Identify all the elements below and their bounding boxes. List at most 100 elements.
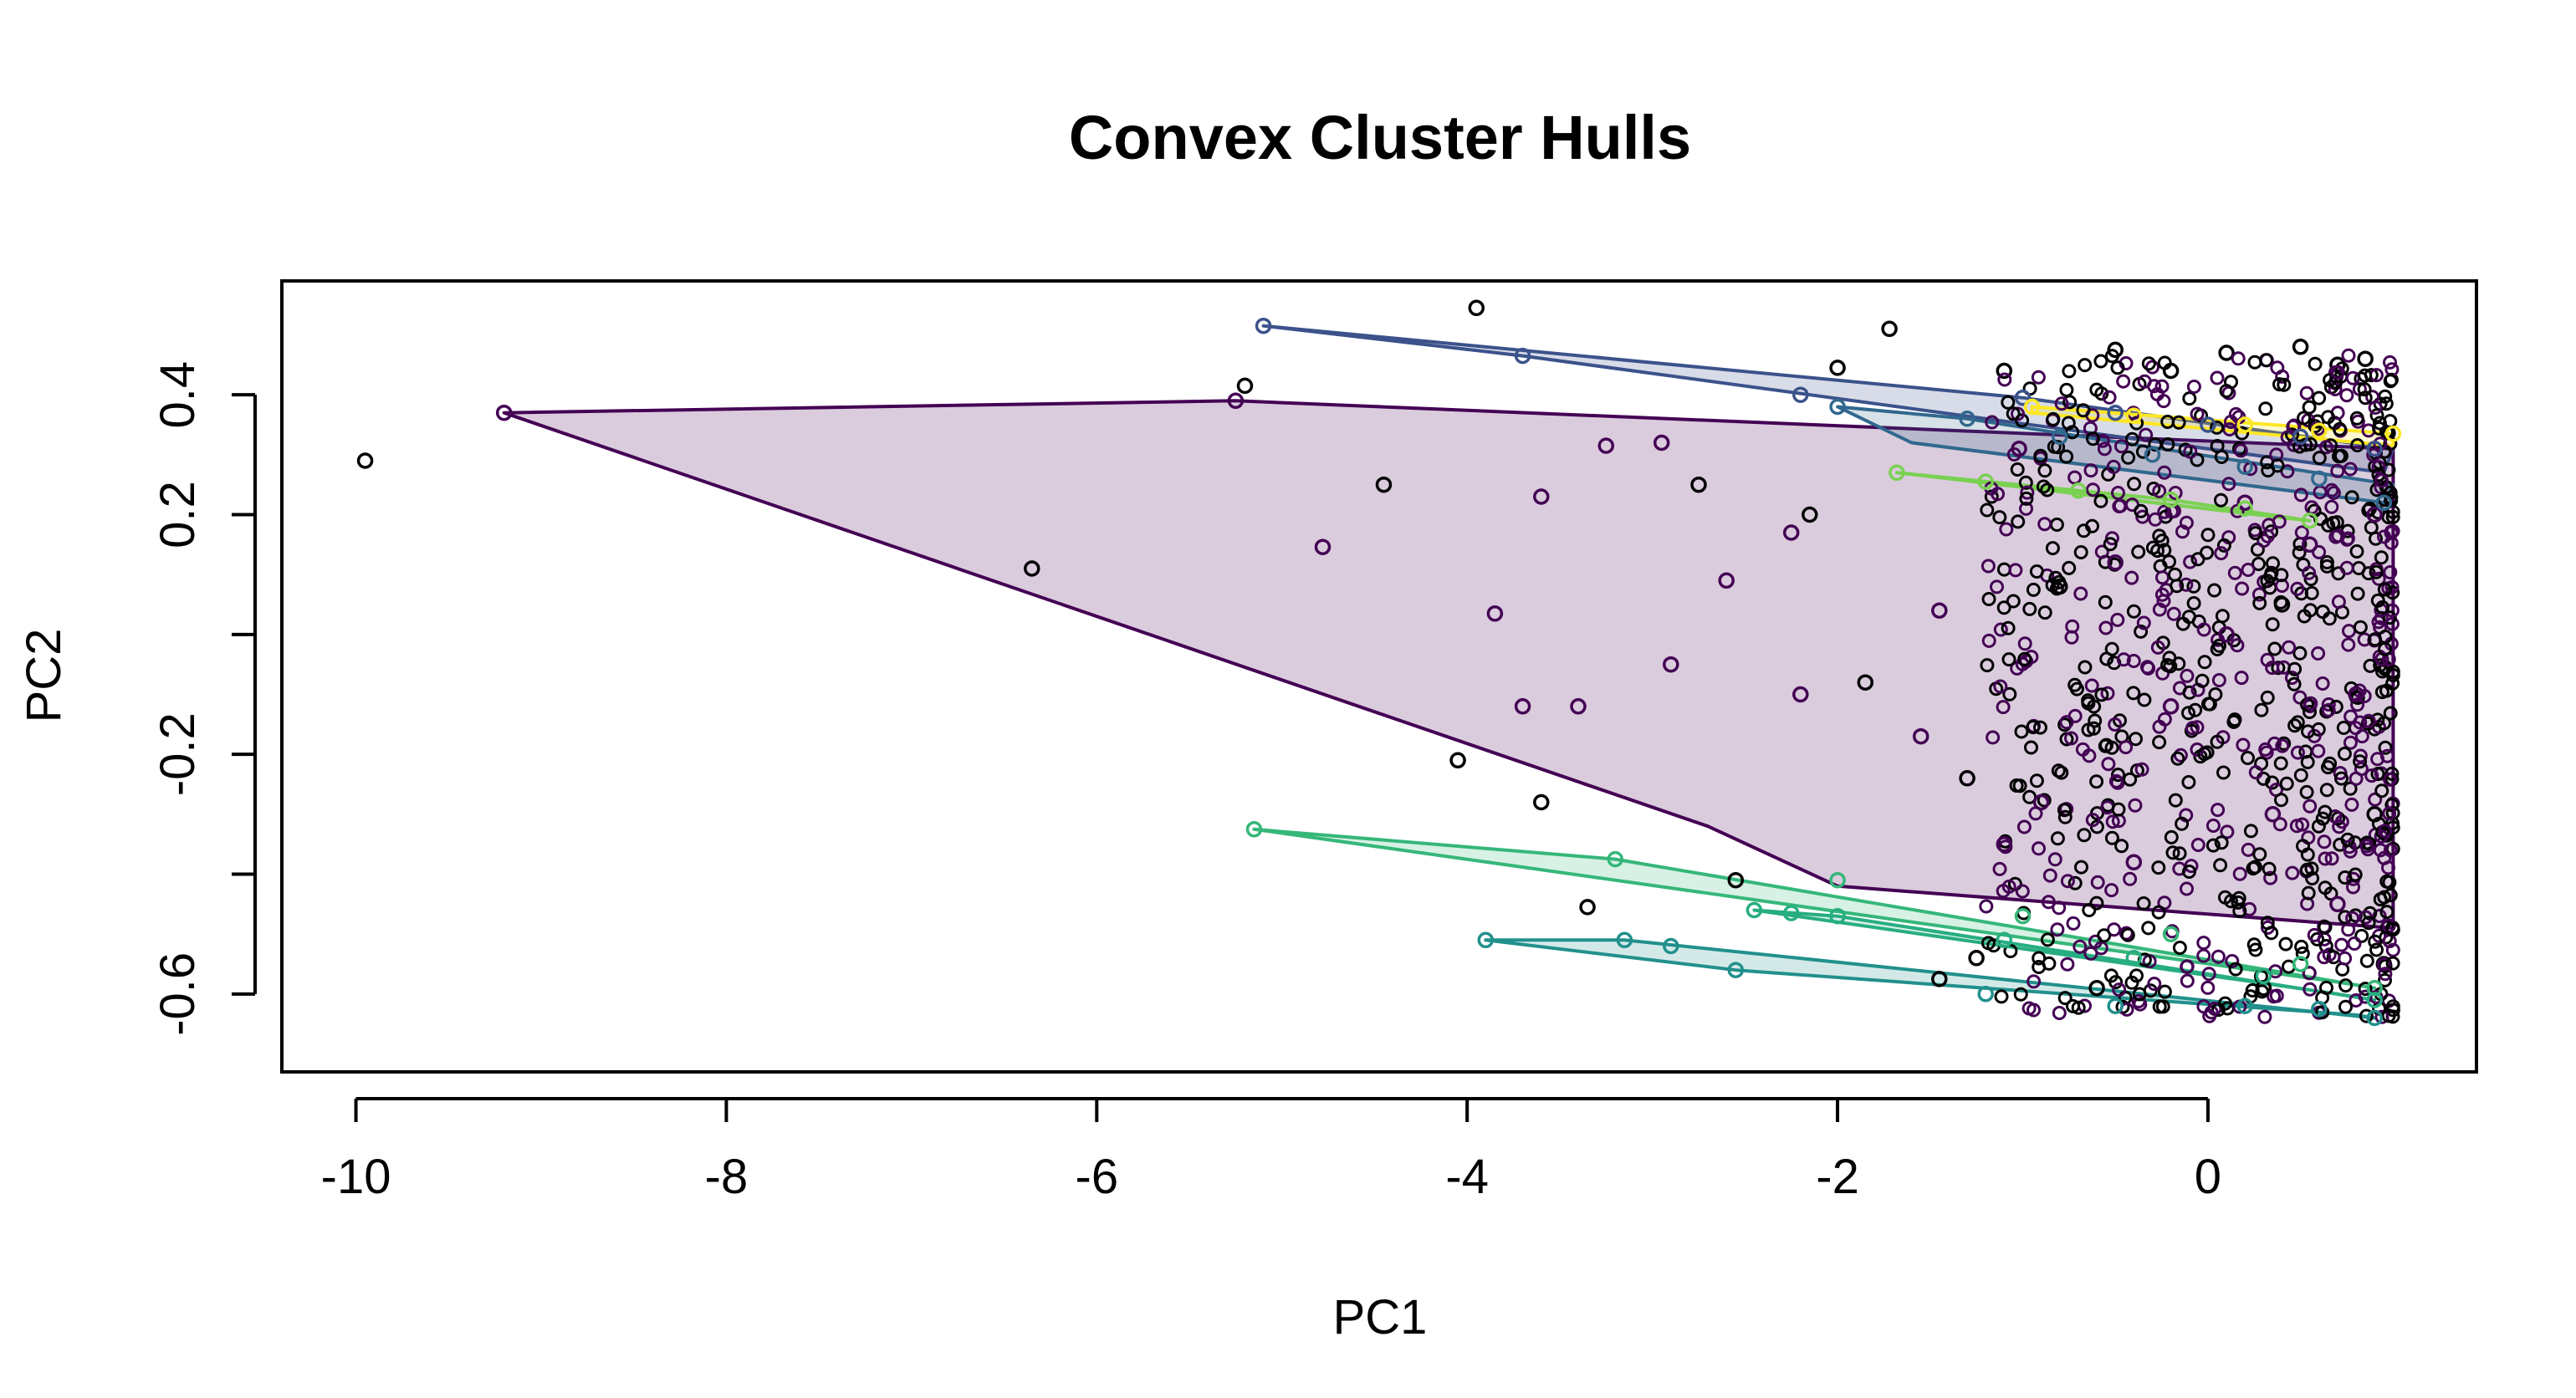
scatter-point xyxy=(2086,721,2101,736)
scatter-point xyxy=(2285,671,2299,686)
cluster-point-1 xyxy=(2366,506,2383,523)
scatter-point xyxy=(2103,968,2119,983)
scatter-point xyxy=(2089,895,2104,911)
scatter-point xyxy=(2331,594,2346,610)
scatter-point xyxy=(2017,636,2032,651)
scatter-point xyxy=(2258,401,2273,416)
noise-point xyxy=(2088,979,2105,997)
scatter-point xyxy=(2104,830,2119,845)
scatter-point xyxy=(2353,620,2368,635)
scatter-point xyxy=(2151,860,2166,875)
scatter-point xyxy=(2279,776,2294,791)
scatter-point xyxy=(2197,655,2212,670)
scatter-point xyxy=(2037,517,2052,532)
scatter-point xyxy=(2127,477,2142,492)
cluster-point-2 xyxy=(2107,404,2124,421)
scatter-point xyxy=(1993,679,2008,694)
scatter-point xyxy=(2089,382,2104,397)
cluster-point-7 xyxy=(2162,491,2180,508)
x-axis-label: PC1 xyxy=(1333,1290,1428,1344)
scatter-point xyxy=(2175,524,2190,539)
scatter-point xyxy=(2345,911,2360,926)
cluster-point-1 xyxy=(1718,572,1735,589)
scatter-point xyxy=(2255,984,2270,999)
scatter-point xyxy=(2037,793,2052,808)
scatter-point xyxy=(2104,740,2119,755)
cluster-point-8 xyxy=(2125,407,2143,425)
cluster-point-8 xyxy=(2384,425,2402,442)
scatter-point xyxy=(2287,676,2302,691)
cluster-point-3 xyxy=(2052,428,2068,446)
scatter-point xyxy=(2048,570,2063,585)
cluster-point-7 xyxy=(1977,473,1994,490)
scatter-point xyxy=(2207,583,2222,598)
scatter-point xyxy=(2084,678,2099,693)
scatter-point xyxy=(2073,545,2088,559)
cluster-point-2 xyxy=(2200,416,2216,433)
scatter-point xyxy=(2157,712,2172,727)
scatter-point xyxy=(2349,771,2364,786)
scatter-point xyxy=(2006,406,2021,421)
scatter-point xyxy=(2361,916,2376,931)
scatter-point xyxy=(2292,690,2308,705)
scatter-point xyxy=(2295,946,2310,961)
scatter-point xyxy=(1981,592,1996,606)
scatter-point xyxy=(2139,427,2154,442)
cluster-point-2 xyxy=(2292,428,2309,446)
scatter-point xyxy=(2140,660,2154,675)
scatter-point xyxy=(2114,839,2129,854)
noise-point xyxy=(1881,320,1898,338)
scatter-point xyxy=(2363,658,2378,673)
scatter-point xyxy=(2018,475,2033,490)
scatter-point xyxy=(2205,838,2221,853)
scatter-point xyxy=(2108,717,2123,732)
scatter-point xyxy=(2385,942,2400,957)
scatter-point xyxy=(2245,983,2260,997)
scatter-point xyxy=(2157,504,2172,519)
scatter-point xyxy=(2037,463,2052,478)
scatter-point xyxy=(2182,391,2197,406)
scatter-point xyxy=(2236,737,2251,753)
cluster-point-4 xyxy=(1477,931,1495,949)
scatter-point xyxy=(2102,390,2117,405)
scatter-point xyxy=(2008,563,2023,578)
scatter-point xyxy=(2076,403,2091,418)
cluster-point-4 xyxy=(2107,997,2124,1014)
scatter-point xyxy=(2137,692,2152,707)
scatter-point xyxy=(2221,477,2236,492)
scatter-point xyxy=(2285,865,2300,880)
scatter-point xyxy=(2094,544,2109,559)
scatter-point xyxy=(2384,616,2400,631)
scatter-point xyxy=(2110,360,2125,375)
scatter-point xyxy=(1985,415,2000,430)
scatter-point xyxy=(2334,771,2349,786)
scatter-point xyxy=(2378,641,2393,656)
scatter-point xyxy=(2287,661,2303,676)
scatter-point xyxy=(2185,721,2200,736)
scatter-point xyxy=(2330,463,2345,478)
scatter-point xyxy=(2097,928,2112,943)
scatter-point xyxy=(2319,555,2334,569)
scatter-point xyxy=(2106,459,2121,474)
scatter-point xyxy=(2381,1008,2396,1023)
scatter-point xyxy=(2029,773,2044,788)
scatter-point xyxy=(2369,564,2384,579)
cluster-point-7 xyxy=(2070,482,2087,499)
scatter-point xyxy=(2162,651,2177,666)
scatter-point xyxy=(2047,852,2062,867)
noise-point xyxy=(1857,674,1874,691)
scatter-point xyxy=(2345,370,2360,385)
noise-point xyxy=(2292,339,2309,355)
scatter-point xyxy=(2022,601,2037,616)
noise-point xyxy=(1959,770,1975,787)
scatter-point xyxy=(2385,668,2400,682)
scatter-point xyxy=(2252,595,2267,610)
cluster-point-1 xyxy=(495,404,513,421)
scatter-point xyxy=(2294,939,2309,954)
scatter-point xyxy=(2383,706,2398,721)
scatter-point xyxy=(2182,685,2197,700)
scatter-point xyxy=(2376,957,2391,972)
scatter-point xyxy=(2183,444,2198,459)
scatter-point xyxy=(2210,370,2225,385)
scatter-point xyxy=(2368,632,2383,647)
